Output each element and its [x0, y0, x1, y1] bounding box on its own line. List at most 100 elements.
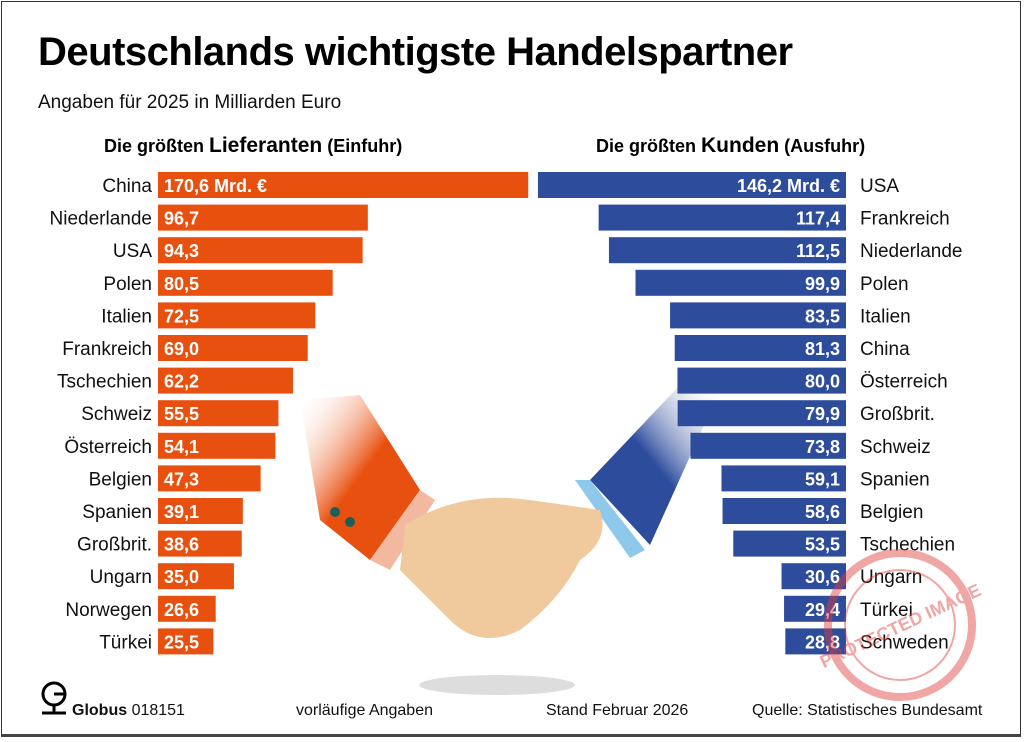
brand-name: Globus — [72, 702, 128, 719]
bar — [158, 432, 276, 459]
watermark-text: PROTECTED IMAGE — [817, 580, 984, 672]
data-label: 58,6 — [805, 502, 840, 522]
category-label: Österreich — [64, 437, 152, 458]
bar — [158, 498, 243, 524]
data-label: 62,2 — [164, 372, 199, 392]
category-label: China — [860, 339, 910, 360]
category-label: Schweden — [860, 632, 949, 653]
data-label: 53,5 — [805, 535, 840, 555]
data-label: 25,5 — [164, 632, 199, 652]
graphic-code: 018151 — [131, 702, 185, 719]
cufflink — [330, 507, 340, 517]
subtitle: Angaben für 2025 in Milliarden Euro — [38, 92, 342, 113]
category-label: Schweiz — [860, 437, 931, 458]
bar — [785, 628, 846, 655]
page-title: Deutschlands wichtigste Handelspartner — [38, 30, 793, 74]
globus-logo-icon — [41, 681, 67, 715]
category-label: Türkei — [99, 632, 152, 653]
data-label: 146,2 Mrd. € — [737, 176, 840, 196]
data-label: 112,5 — [796, 241, 840, 261]
data-label: 96,7 — [164, 209, 199, 229]
category-label: Belgien — [89, 469, 152, 490]
category-label: Großbrit. — [77, 535, 152, 556]
data-label: 79,9 — [805, 404, 840, 424]
category-label: Spanien — [860, 469, 930, 490]
bar — [635, 269, 846, 296]
category-label: Ungarn — [860, 567, 922, 588]
bar — [158, 465, 261, 492]
bar — [722, 498, 846, 524]
data-label: 170,6 Mrd. € — [164, 176, 267, 196]
left-section-title: Die größten Lieferanten (Einfuhr) — [104, 134, 402, 158]
category-label: Italien — [101, 306, 152, 327]
category-label: Frankreich — [62, 339, 152, 360]
bar — [677, 400, 846, 427]
category-label: USA — [113, 241, 152, 262]
left-title-prefix: Die größten — [104, 136, 210, 156]
category-label: Polen — [860, 274, 909, 295]
data-label: 117,4 — [796, 209, 840, 229]
bar — [721, 465, 846, 492]
category-label: China — [102, 176, 152, 197]
bar — [158, 335, 308, 361]
bar — [674, 335, 846, 361]
shadow — [419, 675, 575, 695]
right-title-main: Kunden — [701, 134, 780, 157]
left-sleeve — [300, 395, 420, 560]
category-label: Italien — [860, 306, 911, 327]
bar — [781, 563, 846, 590]
data-label: 81,3 — [805, 339, 840, 359]
right-section-title: Die größten Kunden (Ausfuhr) — [596, 134, 865, 158]
right-title-prefix: Die größten — [596, 136, 702, 156]
data-label: 35,0 — [164, 567, 199, 587]
bar — [670, 302, 846, 329]
right-cuff — [575, 480, 645, 558]
exports-chart: 146,2 Mrd. € USA 117,4 Frankreich 112,5 Niede… — [537, 172, 962, 655]
bar — [158, 530, 242, 557]
bar — [158, 400, 279, 427]
data-label: 80,5 — [164, 274, 199, 294]
data-label: 59,1 — [805, 469, 840, 489]
data-label: 39,1 — [164, 502, 199, 522]
bar — [598, 204, 846, 231]
bar — [158, 204, 368, 231]
bar — [158, 237, 363, 264]
category-label: Schweiz — [81, 404, 152, 425]
category-label: Niederlande — [50, 209, 152, 230]
bar — [677, 367, 846, 394]
data-label: 28,8 — [805, 632, 840, 652]
data-label: 80,0 — [805, 372, 840, 392]
data-label: 94,3 — [164, 241, 199, 261]
category-label: Tschechien — [57, 372, 152, 393]
footer-source: Quelle: Statistisches Bundesamt — [752, 702, 983, 719]
data-label: 69,0 — [164, 339, 199, 359]
category-label: Norwegen — [65, 600, 152, 621]
data-label: 30,6 — [805, 567, 840, 587]
bar — [158, 172, 529, 198]
category-label: Niederlande — [860, 241, 962, 262]
bar — [158, 563, 234, 590]
category-label: Belgien — [860, 502, 923, 523]
bar — [158, 628, 214, 655]
hands — [400, 497, 603, 638]
category-label: Türkei — [860, 600, 913, 621]
data-label: 47,3 — [164, 469, 199, 489]
data-label: 73,8 — [805, 437, 840, 457]
bar — [158, 302, 316, 329]
bar — [537, 172, 846, 198]
handshake-illustration — [300, 385, 720, 695]
category-label: Österreich — [860, 372, 948, 393]
data-label: 29,4 — [805, 600, 840, 620]
data-label: 99,9 — [805, 274, 840, 294]
left-cuff — [370, 490, 435, 570]
bar — [158, 269, 333, 296]
data-label: 72,5 — [164, 306, 199, 326]
bar — [733, 530, 846, 557]
category-label: USA — [860, 176, 899, 197]
category-label: Polen — [103, 274, 152, 295]
cufflink — [345, 517, 355, 527]
bar — [608, 237, 846, 264]
bar — [690, 432, 846, 459]
data-label: 26,6 — [164, 600, 199, 620]
